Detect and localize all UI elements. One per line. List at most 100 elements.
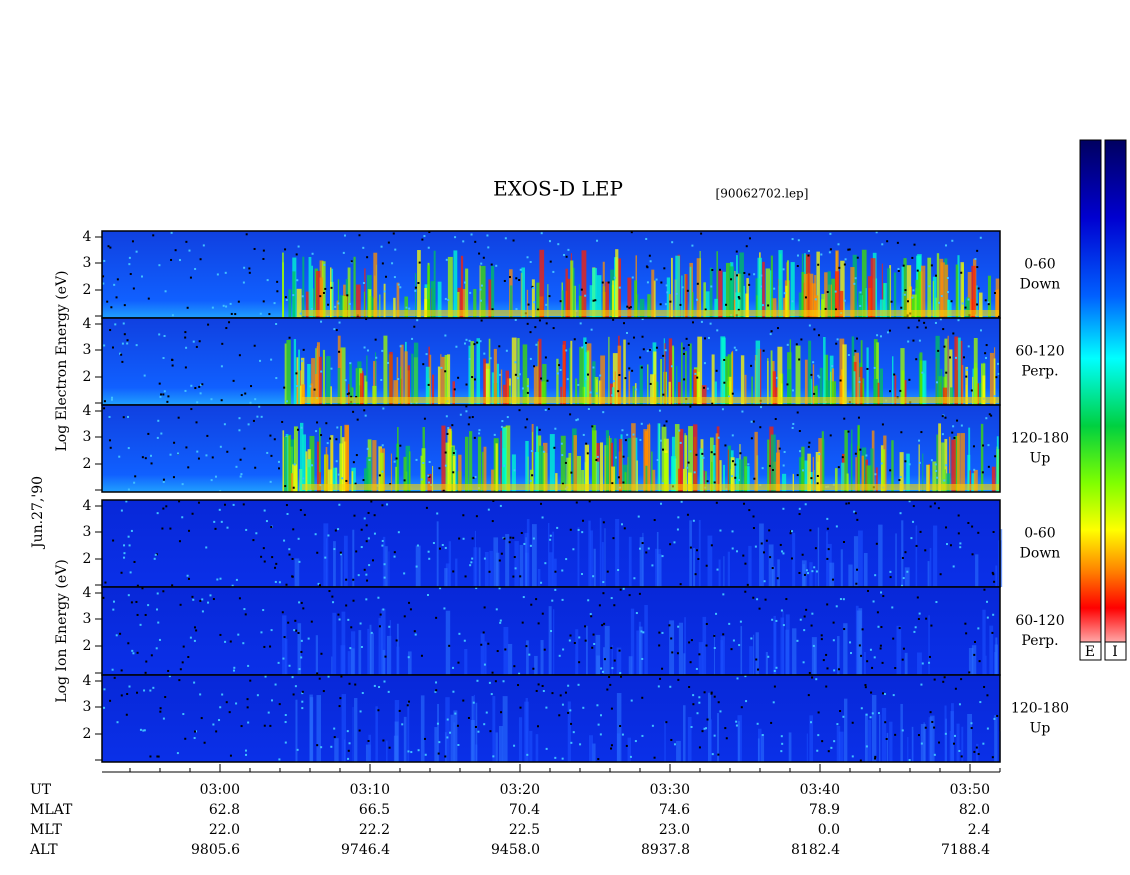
spectrogram-speck bbox=[193, 681, 196, 684]
spectrogram-speck bbox=[698, 653, 701, 656]
spectrogram-speck bbox=[673, 541, 676, 544]
spectrogram-streak bbox=[906, 265, 912, 318]
spectrogram-streak bbox=[589, 285, 593, 318]
spectrogram-speck bbox=[630, 699, 633, 702]
spectrogram-streak bbox=[539, 249, 545, 318]
spectrogram-speck bbox=[200, 383, 203, 386]
pitch-range: 0-60 bbox=[1024, 257, 1055, 273]
spectrogram-speck bbox=[513, 556, 516, 559]
spectrogram-speck bbox=[184, 366, 187, 369]
spectrogram-speck bbox=[661, 482, 664, 485]
spectrogram-streak bbox=[879, 714, 881, 762]
spectrogram-streak bbox=[996, 436, 999, 492]
spectrogram-streak bbox=[664, 721, 666, 762]
spectrogram-speck bbox=[839, 598, 842, 601]
spectrogram-speck bbox=[715, 501, 718, 504]
spectrogram-speck bbox=[880, 626, 883, 629]
spectrogram-streak bbox=[538, 338, 542, 405]
spectrogram-speck bbox=[184, 737, 187, 740]
spectrogram-speck bbox=[201, 383, 204, 386]
spectrogram-speck bbox=[859, 291, 862, 294]
spectrogram-streak bbox=[836, 725, 841, 762]
spectrogram-speck bbox=[256, 415, 259, 418]
spectrogram-speck bbox=[473, 343, 476, 346]
spectrogram-streak bbox=[956, 723, 960, 762]
spectrogram-streak bbox=[479, 265, 481, 318]
spectrogram-streak bbox=[938, 423, 942, 492]
spectrogram-streak bbox=[976, 743, 979, 762]
ephemeris-value: 74.6 bbox=[659, 802, 690, 818]
spectrogram-streak bbox=[340, 295, 345, 318]
spectrogram-streak bbox=[918, 444, 920, 492]
spectrogram-speck bbox=[480, 284, 483, 287]
spectrogram-streak bbox=[588, 520, 591, 587]
spectrogram-speck bbox=[771, 618, 774, 621]
spectrogram-streak bbox=[630, 608, 635, 675]
spectrogram-speck bbox=[906, 300, 909, 303]
spectrogram-streak bbox=[675, 255, 680, 318]
spectrogram-streak bbox=[491, 469, 496, 492]
spectrogram-speck bbox=[512, 239, 515, 242]
spectrogram-speck bbox=[285, 504, 288, 507]
spectrogram-speck bbox=[944, 416, 947, 419]
spectrogram-speck bbox=[471, 376, 474, 379]
spectrogram-speck bbox=[269, 645, 272, 648]
spectrogram-speck bbox=[641, 318, 644, 321]
spectrogram-speck bbox=[372, 559, 375, 562]
spectrogram-speck bbox=[541, 684, 544, 687]
spectrogram-speck bbox=[169, 453, 172, 456]
spectrogram-speck bbox=[689, 405, 692, 408]
spectrogram-streak bbox=[664, 343, 666, 405]
spectrogram-speck bbox=[979, 329, 982, 332]
spectrogram-speck bbox=[486, 234, 489, 237]
spectrogram-speck bbox=[753, 273, 756, 276]
spectrogram-speck bbox=[877, 712, 880, 715]
spectrogram-speck bbox=[529, 357, 532, 360]
spectrogram-speck bbox=[385, 275, 388, 278]
energy-tick-label: 4 bbox=[83, 403, 92, 419]
spectrogram-streak bbox=[655, 548, 658, 587]
spectrogram-streak bbox=[702, 616, 707, 675]
spectrogram-speck bbox=[608, 676, 611, 679]
spectrogram-speck bbox=[346, 393, 349, 396]
spectrogram-streak bbox=[457, 291, 460, 318]
spectrogram-streak bbox=[507, 643, 513, 675]
spectrogram-streak bbox=[751, 376, 753, 405]
spectrogram-speck bbox=[582, 706, 585, 709]
spectrogram-speck bbox=[181, 516, 184, 519]
spectrogram-speck bbox=[352, 461, 355, 464]
spectrogram-speck bbox=[405, 306, 408, 309]
spectrogram-streak bbox=[434, 727, 438, 762]
spectrogram-speck bbox=[181, 483, 184, 486]
spectrogram-speck bbox=[734, 476, 737, 479]
spectrogram-streak bbox=[809, 471, 813, 492]
spectrogram-streak bbox=[586, 625, 588, 675]
spectrogram-streak bbox=[337, 367, 341, 405]
spectrogram-speck bbox=[996, 714, 999, 717]
spectrogram-speck bbox=[219, 706, 222, 709]
spectrogram-streak bbox=[947, 300, 952, 318]
spectrogram-speck bbox=[659, 439, 662, 442]
ephemeris-value: 22.5 bbox=[509, 822, 540, 838]
spectrogram-streak bbox=[995, 289, 998, 318]
spectrogram-speck bbox=[333, 727, 336, 730]
spectrogram-speck bbox=[622, 481, 625, 484]
ephemeris-value: 8937.8 bbox=[641, 842, 690, 858]
spectrogram-speck bbox=[782, 624, 785, 627]
spectrogram-speck bbox=[264, 675, 267, 678]
low-energy-band bbox=[302, 397, 1000, 403]
spectrogram-streak bbox=[453, 250, 458, 318]
spectrogram-streak bbox=[738, 459, 743, 492]
spectrogram-speck bbox=[917, 734, 920, 737]
spectrogram-speck bbox=[301, 295, 304, 298]
spectrogram-streak bbox=[452, 455, 456, 492]
spectrogram-speck bbox=[677, 516, 680, 519]
spectrogram-speck bbox=[987, 303, 990, 306]
spectrogram-streak bbox=[388, 551, 390, 587]
spectrogram-streak bbox=[316, 342, 320, 405]
spectrogram-streak bbox=[718, 559, 721, 587]
spectrogram-speck bbox=[951, 431, 954, 434]
spectrogram-speck bbox=[646, 266, 649, 269]
spectrogram-speck bbox=[327, 534, 330, 537]
spectrogram-speck bbox=[103, 688, 106, 691]
